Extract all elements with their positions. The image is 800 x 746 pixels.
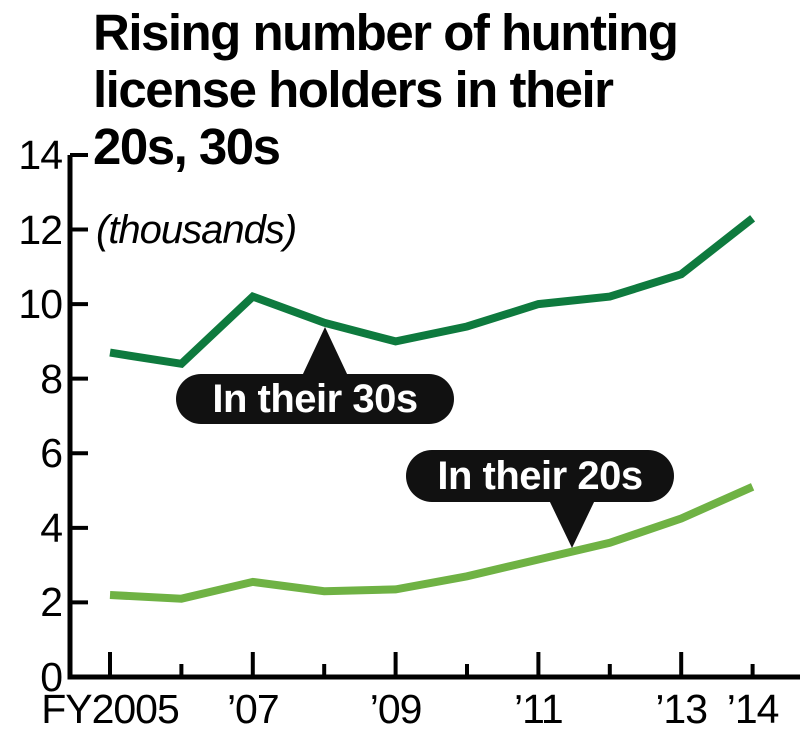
line-series-in-their-30s (109, 215, 756, 369)
x-tick-label: ’07 (226, 686, 280, 732)
x-tick-label: ’09 (369, 686, 423, 732)
callout-pointer-20s (549, 500, 595, 548)
callout-label-20s: In their 20s (406, 450, 674, 502)
callout-pointer-30s (302, 327, 348, 376)
chart-title-line-2: license holders in their (93, 61, 614, 118)
callout-label-30s: In their 30s (176, 374, 454, 424)
y-tick-label: 2 (40, 579, 63, 626)
y-tick-label: 12 (18, 206, 63, 253)
y-tick-label: 6 (40, 430, 63, 477)
chart-title: Rising number of hunting license holders… (93, 4, 800, 175)
y-tick-label: 8 (40, 355, 63, 402)
chart-title-line-1: Rising number of hunting (93, 4, 679, 61)
chart-title-line-3: 20s, 30s (93, 118, 281, 175)
x-tick-label: ’11 (514, 686, 564, 732)
y-tick-label: 4 (40, 504, 63, 551)
y-tick-label: 14 (18, 131, 63, 178)
unit-label: (thousands) (96, 208, 297, 252)
y-tick-label: 0 (40, 654, 63, 700)
x-tick-label: ’14 (726, 686, 780, 732)
x-tick-label: ’13 (655, 686, 708, 732)
line-series-in-their-20s (109, 483, 755, 603)
y-tick-label: 10 (18, 281, 63, 328)
x-tick-label: FY2005 (41, 686, 180, 732)
